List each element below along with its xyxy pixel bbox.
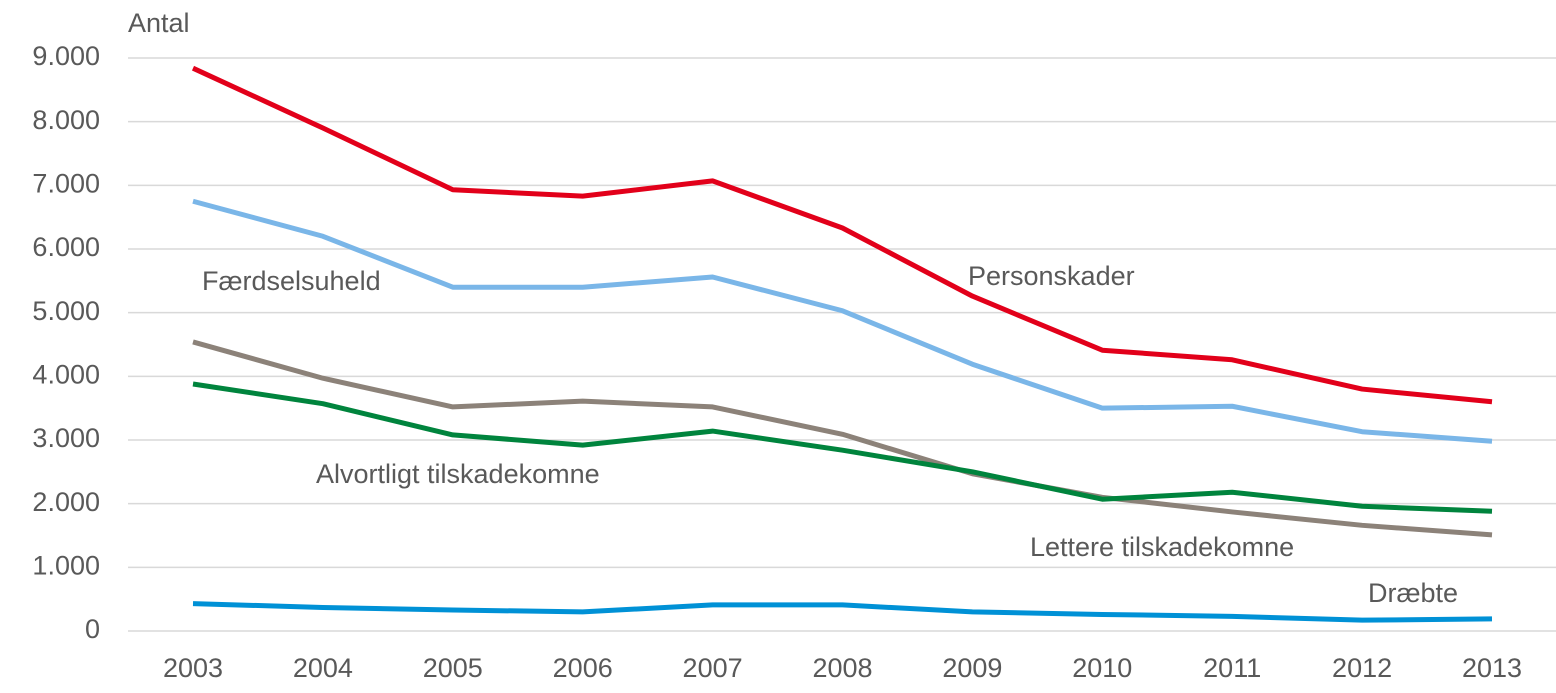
x-tick-label: 2005 bbox=[423, 653, 483, 683]
y-tick-label: 4.000 bbox=[32, 359, 100, 389]
y-tick-label: 6.000 bbox=[32, 232, 100, 262]
series-line bbox=[192, 339, 1493, 538]
x-tick-label: 2009 bbox=[942, 653, 1002, 683]
y-tick-label: 9.000 bbox=[32, 41, 100, 71]
y-tick-label: 2.000 bbox=[32, 487, 100, 517]
y-tick-label: 8.000 bbox=[32, 105, 100, 135]
y-tick-label: 5.000 bbox=[32, 296, 100, 326]
series-line bbox=[192, 601, 1493, 623]
series-label: Færdselsuheld bbox=[202, 266, 381, 296]
series-line bbox=[191, 65, 1493, 405]
x-tick-label: 2013 bbox=[1462, 653, 1522, 683]
y-axis-title: Antal bbox=[128, 8, 190, 38]
series-line bbox=[192, 198, 1493, 444]
y-tick-label: 0 bbox=[85, 614, 100, 644]
series-line bbox=[192, 381, 1493, 514]
x-tick-label: 2008 bbox=[812, 653, 872, 683]
series-label: Lettere tilskadekomne bbox=[1030, 532, 1294, 562]
x-tick-label: 2010 bbox=[1072, 653, 1132, 683]
x-tick-label: 2004 bbox=[293, 653, 353, 683]
x-tick-label: 2003 bbox=[163, 653, 223, 683]
x-tick-label: 2006 bbox=[553, 653, 613, 683]
x-tick-label: 2011 bbox=[1203, 653, 1261, 683]
x-tick-label: 2012 bbox=[1332, 653, 1392, 683]
y-tick-label: 7.000 bbox=[32, 168, 100, 198]
y-tick-label: 3.000 bbox=[32, 423, 100, 453]
y-tick-label: 1.000 bbox=[32, 550, 100, 580]
series-label: Personskader bbox=[968, 261, 1135, 291]
series-label: Alvortligt tilskadekomne bbox=[316, 459, 600, 489]
x-tick-label: 2007 bbox=[683, 653, 743, 683]
series-label: Dræbte bbox=[1368, 578, 1458, 608]
